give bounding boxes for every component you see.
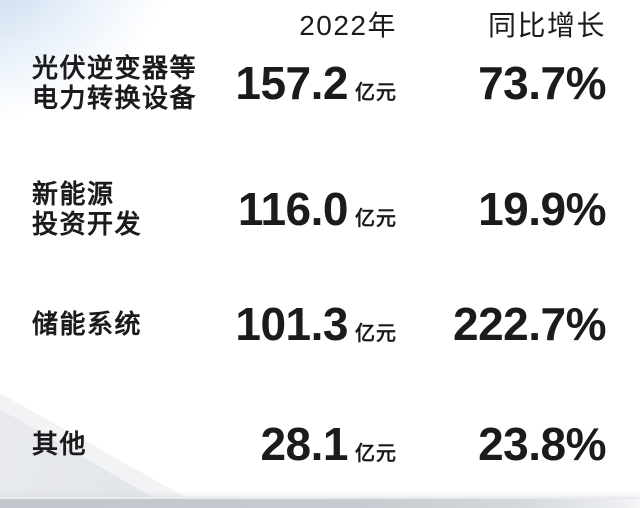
header-row: 2022年 同比增长 xyxy=(0,4,640,41)
segment-label: 其他 xyxy=(32,429,87,459)
growth-value: 23.8% xyxy=(478,418,606,470)
segment-label: 光伏逆变器等 电力转换设备 xyxy=(32,53,197,113)
revenue-value: 116.0 xyxy=(237,183,349,235)
column-header-growth: 同比增长 xyxy=(487,10,606,41)
segment-label: 储能系统 xyxy=(32,309,142,339)
column-header-2022: 2022年 xyxy=(299,10,397,41)
segment-label-line2: 电力转换设备 xyxy=(32,83,198,113)
revenue-cell: 101.3 亿元 xyxy=(235,297,397,351)
revenue-unit: 亿元 xyxy=(355,208,397,230)
revenue-unit: 亿元 xyxy=(355,443,397,465)
revenue-cell: 28.1 亿元 xyxy=(260,417,397,471)
segment-label: 新能源 投资开发 xyxy=(32,179,142,239)
revenue-value: 101.3 xyxy=(235,298,348,350)
revenue-cell: 157.2 亿元 xyxy=(235,56,397,110)
segment-label-line1: 其他 xyxy=(32,429,88,459)
segment-label-line1: 储能系统 xyxy=(32,309,143,339)
growth-value: 222.7% xyxy=(452,298,607,350)
revenue-value: 157.2 xyxy=(235,57,348,109)
segment-label-line1: 光伏逆变器等 xyxy=(32,53,198,83)
segment-label-line2: 投资开发 xyxy=(32,209,143,239)
bottom-left-triangle-soft xyxy=(0,393,185,497)
growth-value: 73.7% xyxy=(478,57,606,109)
revenue-unit: 亿元 xyxy=(355,323,397,345)
segment-label-line1: 新能源 xyxy=(32,179,115,209)
bottom-edge-bar xyxy=(0,497,640,508)
revenue-value: 28.1 xyxy=(260,418,348,470)
revenue-unit: 亿元 xyxy=(355,82,397,104)
growth-value: 19.9% xyxy=(478,183,606,235)
revenue-cell: 116.0 亿元 xyxy=(238,182,397,236)
